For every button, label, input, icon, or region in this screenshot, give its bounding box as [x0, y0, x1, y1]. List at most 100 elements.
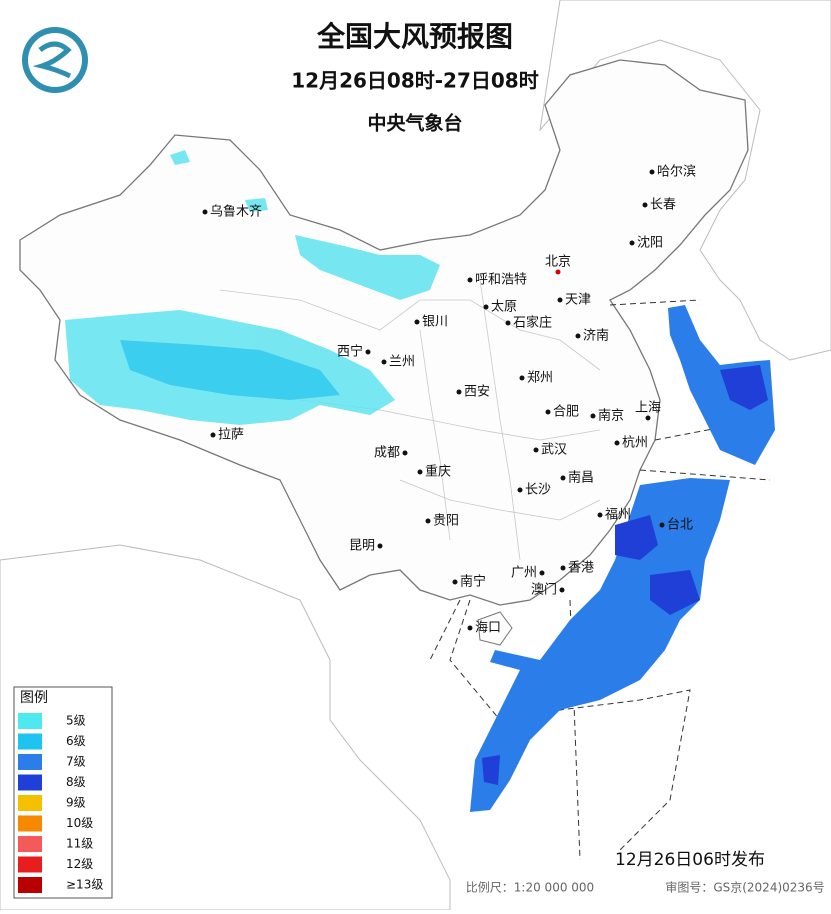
city-dot	[557, 297, 563, 303]
city-label: 天津	[565, 293, 591, 308]
legend-label: 6级	[66, 734, 86, 748]
city-label: 合肥	[553, 405, 579, 420]
neighbor-land	[539, 0, 831, 361]
legend-swatch	[18, 815, 42, 832]
city-dot	[467, 277, 473, 283]
city-dot	[597, 512, 603, 518]
scale: 比例尺：1:20 000 000	[466, 881, 594, 895]
city-label: 香港	[568, 561, 594, 576]
map-title: 全国大风预报图	[316, 20, 513, 53]
city-dot	[649, 169, 655, 175]
city-label: 台北	[667, 518, 693, 533]
city-dot	[425, 518, 431, 524]
city-dot	[381, 359, 387, 365]
city-label: 哈尔滨	[657, 164, 696, 180]
city-label: 兰州	[389, 355, 415, 370]
china-outline	[19, 59, 749, 606]
wind-area-6	[120, 340, 340, 400]
city-dot	[559, 587, 565, 593]
city-dot	[505, 320, 511, 326]
city-dot	[456, 389, 462, 395]
city-label: 石家庄	[513, 315, 552, 331]
city-label: 呼和浩特	[475, 273, 527, 288]
city-label: 重庆	[425, 464, 451, 480]
legend-swatch	[18, 774, 42, 791]
legend-swatch	[18, 836, 42, 852]
city-dot	[402, 450, 408, 456]
city-label: 南昌	[568, 470, 594, 486]
city-dot	[452, 579, 458, 585]
city-dot	[202, 209, 208, 215]
city-dot	[545, 409, 551, 415]
city-dot	[590, 413, 596, 419]
legend-label: 11级	[66, 837, 93, 851]
city-dot	[414, 319, 420, 325]
city-dot	[560, 565, 566, 571]
city-label: 福州	[605, 508, 631, 523]
legend-swatch	[18, 754, 42, 770]
legend-swatch	[18, 877, 42, 893]
legend-label: 12级	[66, 857, 93, 871]
city-label: 南宁	[460, 574, 486, 590]
legend-items: 5级 6级 7级 8级 9级 10级 11级 12级 ≥13级	[18, 713, 103, 893]
legend-title: 图例	[20, 690, 48, 706]
city-dot	[560, 475, 566, 481]
city-label: 广州	[511, 566, 537, 581]
wind-area-8	[482, 365, 768, 785]
city-label: 拉萨	[218, 428, 244, 443]
legend-label: 9级	[66, 796, 86, 810]
city-dot	[645, 415, 651, 421]
legend-label: 8级	[66, 775, 86, 789]
legend-label: 10级	[66, 816, 93, 830]
city-dot	[555, 269, 561, 275]
city-label: 西安	[464, 385, 490, 400]
city-dot	[533, 447, 539, 453]
city-label: 西宁	[337, 344, 363, 360]
city-dot	[539, 570, 545, 576]
legend-label: ≥13级	[66, 878, 103, 892]
city-label: 澳门	[531, 582, 557, 598]
city-dot	[467, 625, 473, 631]
map-subtitle: 12月26日08时-27日08时	[291, 69, 538, 93]
city-dot	[483, 304, 489, 310]
city-dot	[210, 432, 216, 438]
city-label: 郑州	[527, 371, 553, 386]
city-label: 长春	[650, 198, 676, 213]
legend-swatch	[18, 733, 42, 750]
city-dot	[659, 522, 665, 528]
city-dot	[365, 349, 371, 355]
city-label: 济南	[583, 328, 609, 344]
publish-time: 12月26日06时发布	[615, 850, 765, 870]
cma-logo	[22, 27, 88, 93]
city-label: 杭州	[622, 436, 648, 451]
city-label: 昆明	[349, 539, 375, 554]
city-dot	[642, 202, 648, 208]
legend-swatch	[18, 795, 42, 811]
legend-swatch	[18, 713, 42, 729]
legend-swatch	[18, 856, 42, 873]
city-label: 银川	[422, 315, 448, 330]
city-label: 北京	[545, 255, 571, 270]
city-dot	[377, 543, 383, 549]
issuer: 中央气象台	[367, 112, 462, 135]
city-label: 海口	[475, 621, 501, 636]
city-label: 贵阳	[433, 514, 459, 529]
city-dot	[575, 333, 581, 339]
city-dot	[519, 375, 525, 381]
city-label: 乌鲁木齐	[210, 204, 262, 220]
approval-number: 审图号：GS京(2024)0236号	[665, 880, 824, 895]
city-label: 长沙	[525, 483, 551, 498]
city-dot	[629, 240, 635, 246]
city-dot	[614, 440, 620, 446]
wind-area-7	[470, 305, 775, 812]
city-label: 南京	[598, 408, 624, 424]
city-label: 沈阳	[637, 236, 663, 251]
hainan-island	[477, 611, 513, 646]
legend-label: 5级	[66, 714, 86, 728]
city-label: 成都	[374, 446, 400, 461]
legend-label: 7级	[66, 755, 86, 769]
city-dot	[517, 487, 523, 493]
city-dot	[417, 469, 423, 475]
